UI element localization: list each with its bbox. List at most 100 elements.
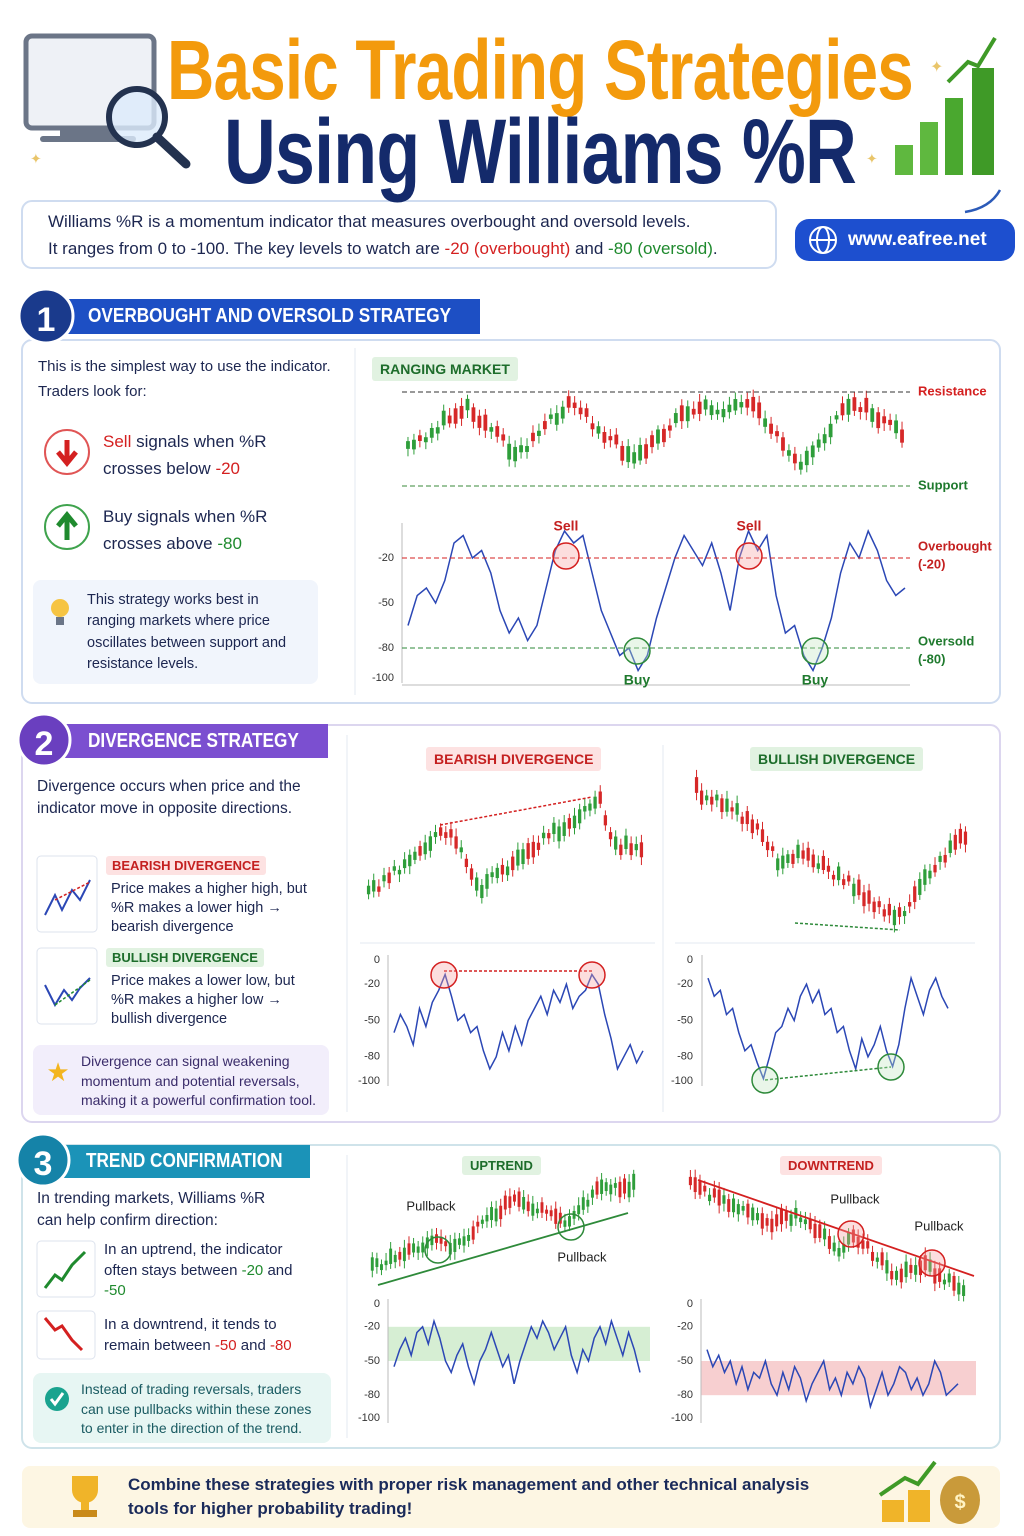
candle	[375, 1258, 379, 1268]
candle	[847, 875, 851, 882]
candle	[402, 1247, 406, 1262]
candle	[698, 1181, 702, 1195]
signal-circle	[430, 961, 458, 989]
candle	[634, 844, 638, 851]
candle	[938, 1268, 942, 1282]
candle	[736, 1204, 740, 1215]
candle	[567, 818, 571, 829]
signal-circle	[751, 1066, 779, 1094]
up-arrow	[56, 511, 78, 540]
candle	[447, 415, 452, 424]
candle	[697, 401, 702, 414]
candle	[710, 796, 714, 805]
candle	[745, 399, 750, 408]
candle	[462, 1236, 466, 1246]
candle	[578, 407, 583, 415]
candle	[722, 1195, 726, 1204]
candle	[760, 829, 765, 842]
candle	[449, 829, 453, 838]
candle	[545, 1209, 549, 1214]
candle	[892, 909, 897, 926]
text: and	[236, 1336, 270, 1354]
sell-rule: Sell signals when %R crosses below -20	[103, 428, 283, 482]
section-box	[21, 724, 1001, 1123]
candle	[765, 1218, 769, 1226]
trend-rule: In a downtrend, it tends to remain betwe…	[104, 1315, 319, 1356]
candle	[540, 1202, 544, 1213]
candle	[786, 854, 790, 863]
candle	[899, 1268, 903, 1283]
candle	[885, 1260, 889, 1274]
candle	[568, 1216, 571, 1227]
oversold-label: Oversold	[918, 633, 974, 648]
candle	[595, 1181, 599, 1195]
candle	[392, 866, 396, 871]
candle	[769, 423, 773, 434]
mini-chart	[44, 879, 91, 916]
y-tick-label: -100	[671, 1075, 693, 1087]
candle	[882, 909, 886, 917]
candle	[464, 858, 469, 868]
candle	[412, 1243, 416, 1253]
website-pill[interactable]	[795, 219, 1015, 261]
candle	[548, 414, 553, 419]
sell-label: Sell	[554, 518, 579, 534]
candle	[428, 836, 432, 851]
text: -50	[214, 1336, 237, 1354]
buy-rule: Buy signals when %R crosses above -80	[103, 503, 283, 557]
candle	[962, 1285, 966, 1296]
title-bar	[62, 299, 480, 334]
candle	[517, 1191, 521, 1207]
candle	[781, 855, 785, 869]
y-tick-label: 0	[374, 1298, 380, 1310]
candle	[469, 868, 474, 880]
tip-text: Divergence can signal weakening momentum…	[81, 1053, 316, 1109]
candle	[418, 846, 422, 856]
candle	[822, 434, 827, 444]
candle	[801, 850, 805, 859]
star-icon: ★	[46, 1057, 69, 1087]
svg-text:✦: ✦	[30, 151, 42, 167]
y-tick-label: -80	[677, 1389, 693, 1401]
globe-icon	[809, 226, 837, 254]
overbought-label: Overbought	[918, 538, 992, 553]
candle	[471, 1226, 475, 1240]
y-tick-label: -50	[378, 597, 394, 609]
website[interactable]: www.eafree.net	[848, 229, 987, 250]
candle	[852, 397, 857, 411]
mini-chart	[43, 1250, 87, 1289]
candle	[755, 1213, 760, 1221]
candle	[453, 408, 458, 424]
candle	[837, 1247, 841, 1257]
candle	[402, 859, 407, 869]
signal-circle	[578, 961, 606, 989]
candle	[620, 445, 625, 461]
candle	[507, 443, 512, 460]
candle	[423, 842, 427, 855]
y-tick-label: -80	[378, 642, 394, 654]
oscillator-line	[393, 1318, 641, 1387]
candle	[614, 836, 618, 850]
candle	[708, 1194, 712, 1202]
candle	[554, 413, 559, 425]
zone	[388, 1326, 650, 1361]
divergence-line	[794, 922, 901, 931]
candle	[894, 420, 898, 434]
candle	[535, 1208, 539, 1214]
pullback-label: Pullback	[830, 1191, 880, 1206]
candle	[522, 1196, 526, 1210]
candle	[799, 1217, 803, 1223]
candle	[435, 1234, 438, 1243]
y-tick-label: -50	[364, 1014, 380, 1026]
candle	[638, 444, 643, 461]
card-tag: BEARISH DIVERGENCE	[106, 856, 267, 875]
text: It ranges from 0 to -100. The key levels…	[48, 239, 445, 258]
footer-box	[22, 1466, 1000, 1528]
candle	[806, 847, 810, 861]
candle	[459, 847, 463, 853]
candle	[870, 408, 875, 422]
section-intro: This is the simplest way to use the indi…	[38, 358, 331, 400]
candle	[511, 856, 515, 871]
divergence-line	[764, 1066, 892, 1081]
